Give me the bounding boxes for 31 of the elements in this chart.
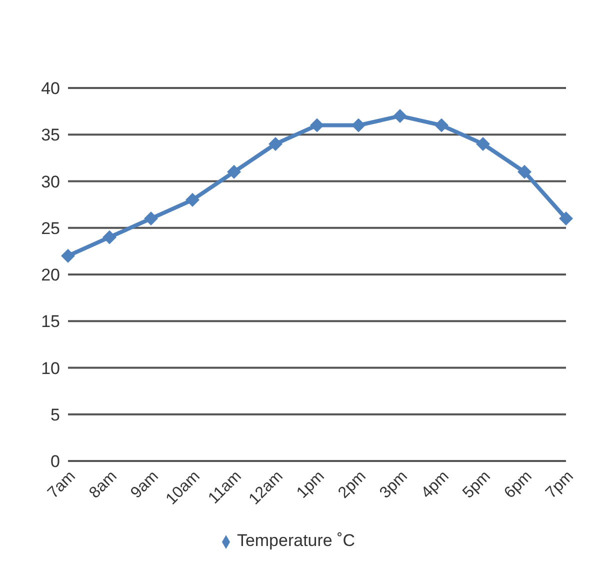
x-tick-label: 2pm bbox=[335, 468, 370, 502]
x-tick-label: 9am bbox=[128, 468, 162, 502]
y-tick-label: 10 bbox=[41, 358, 60, 378]
point bbox=[102, 230, 116, 244]
point bbox=[61, 248, 75, 263]
x-tick-label: 4pm bbox=[418, 468, 452, 502]
point bbox=[559, 212, 573, 226]
point bbox=[352, 118, 366, 132]
point bbox=[186, 192, 200, 207]
point bbox=[310, 118, 324, 132]
x-tick-label: 8am bbox=[86, 468, 120, 502]
point bbox=[393, 108, 407, 123]
y-tick-label: 25 bbox=[41, 218, 60, 238]
x-tick-label: 6pm bbox=[501, 468, 536, 502]
point bbox=[434, 118, 448, 132]
x-tick-label: 5pm bbox=[460, 468, 494, 502]
point bbox=[268, 136, 282, 151]
point bbox=[227, 164, 241, 179]
y-tick-label: 40 bbox=[41, 79, 60, 98]
x-tick-label: 3pm bbox=[376, 468, 411, 502]
x-tick-label: 7pm bbox=[542, 468, 577, 502]
legend-label: Temperature ˚C bbox=[236, 531, 356, 550]
y-tick-label: 5 bbox=[50, 405, 60, 424]
point bbox=[518, 164, 532, 179]
y-tick-label: 35 bbox=[41, 126, 60, 145]
point bbox=[144, 212, 158, 226]
y-tick-label: 15 bbox=[41, 312, 60, 332]
point bbox=[476, 136, 490, 151]
x-tick-label: 1pm bbox=[294, 468, 328, 502]
y-tick-label: 20 bbox=[41, 266, 60, 285]
y-tick-label: 30 bbox=[41, 172, 60, 192]
